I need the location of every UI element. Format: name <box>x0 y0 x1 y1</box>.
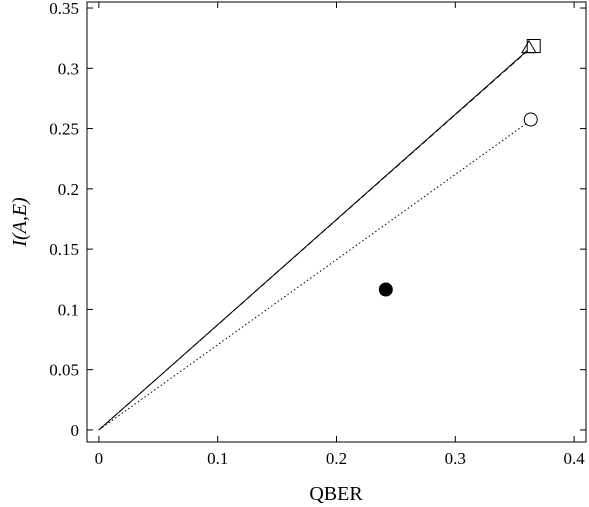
y-axis-title: I(A,E) <box>9 197 31 248</box>
y-tick-label: 0.1 <box>58 300 79 319</box>
series-lines <box>98 45 535 431</box>
y-tick-label: 0 <box>71 421 80 440</box>
marker-circle-filled <box>378 282 393 297</box>
ticks: 0 0.1 0.2 0.3 0.4 0 0.05 0.1 0.15 0.2 0.25 0.3 0.35 <box>49 0 586 468</box>
y-tick-label: 0.2 <box>58 180 79 199</box>
markers <box>378 39 541 297</box>
x-tick-label: 0.4 <box>563 449 585 468</box>
plot-frame <box>86 1 587 443</box>
y-tick-label: 0.3 <box>58 59 79 78</box>
x-tick-label: 0.3 <box>445 449 466 468</box>
y-tick-label: 0.25 <box>49 120 79 139</box>
y-tick-label: 0.15 <box>49 240 79 259</box>
y-tick-label: 0.35 <box>49 0 79 18</box>
x-tick-label: 0 <box>95 449 104 468</box>
series-line-dashed <box>98 45 535 431</box>
series-line-dotted <box>98 122 529 431</box>
marker-circle-open <box>523 112 538 127</box>
x-tick-label: 0.2 <box>326 449 347 468</box>
x-tick-label: 0.1 <box>207 449 228 468</box>
x-axis-title: QBER <box>309 483 363 505</box>
marker-triangle <box>521 39 537 54</box>
y-tick-label: 0.05 <box>49 361 79 380</box>
